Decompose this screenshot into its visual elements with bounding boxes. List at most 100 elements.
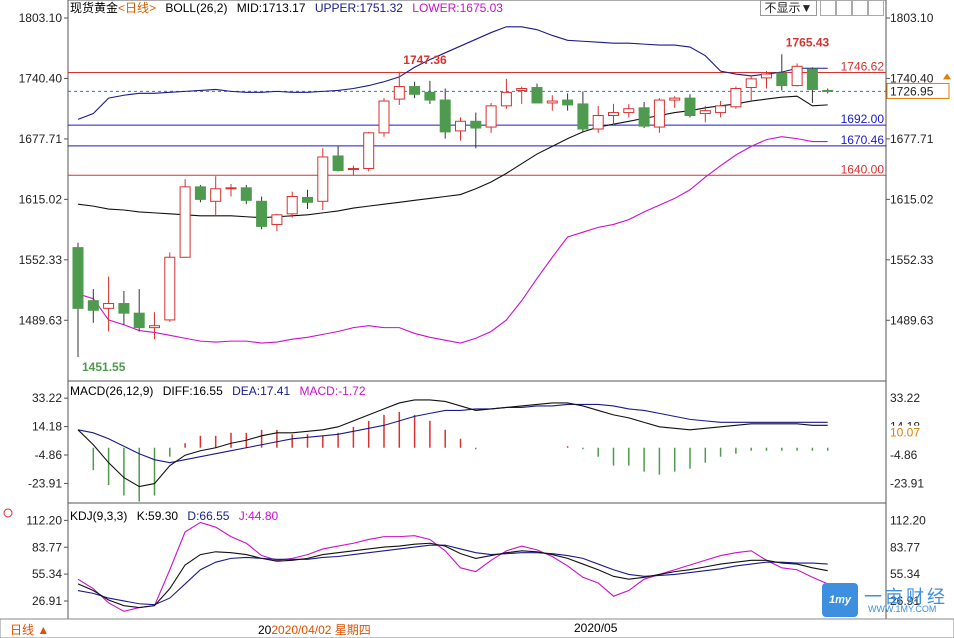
candle-body [286,195,298,215]
candle-body [470,120,482,129]
settings-gear-icon [3,508,13,518]
candle-body [409,86,421,95]
kdj-k-value: K:59.30 [136,509,179,523]
toolbar-button-3[interactable] [852,0,868,16]
candle-body [791,65,803,87]
kdj-tick-label-left: 26.91 [32,594,62,608]
macd-value: MACD:-1.72 [299,384,366,398]
macd-tick-label-right: 33.22 [890,391,920,405]
level-label: 1746.62 [841,59,885,73]
candle-body [393,86,405,100]
candle-body [623,108,635,114]
candle-body [608,112,619,116]
macd-last-box [887,425,921,440]
boll-upper-line [77,26,828,120]
macd-legend: MACD(26,12,9) DIFF:16.55 DEA:17.41 MACD:… [70,384,372,398]
candle-body [72,247,84,309]
macd-dea-value: DEA:17.41 [232,384,291,398]
date-label-prefix: 20 [258,623,272,637]
boll-mid-line [77,95,828,219]
price-tick-label-left: 1615.02 [19,192,63,206]
candle-body [776,72,788,87]
candle-body [439,99,451,133]
last-price-label: 1726.95 [890,84,934,98]
kdj-tick-label-left: 112.20 [26,513,62,527]
kdj-j-value: J:44.80 [238,509,279,523]
candle-body [546,100,558,104]
candle-body [133,312,145,329]
boll-upper-value: UPPER:1751.32 [314,1,403,15]
price-tick-label-left: 1552.33 [19,253,63,267]
macd-tick-label-left: 33.22 [32,391,62,405]
indicator-select[interactable]: 不显示▼ [760,0,817,16]
kdj-legend: KDJ(9,3,3) K:59.30 D:66.55 J:44.80 [70,509,284,523]
level-label: 1670.46 [841,133,885,147]
macd-tick-label-left: 14.18 [32,420,62,434]
instrument-name: 现货黄金 [70,1,119,15]
kdj-tick-label-right: 55.34 [890,567,920,581]
kdj-tick-label-right: 26.91 [890,594,920,608]
price-tick-label-left: 1740.40 [19,71,63,85]
macd-tick-label-right: -23.91 [890,476,924,490]
main-legend: 现货黄金<日线> BOLL(26,2) MID:1713.17 UPPER:17… [70,1,503,15]
price-annotation: 1747.36 [403,53,447,67]
kdj-d-value: D:66.55 [187,509,230,523]
macd-tick-label-right: -4.86 [890,448,918,462]
price-tick-label-right: 1552.33 [890,253,934,267]
boll-name: BOLL(26,2) [165,1,228,15]
macd-last-label: 10.07 [890,426,920,440]
date-label-april: 202020/04/02 星期四 [258,621,371,638]
candle-body [653,99,665,128]
candle-body [531,87,543,104]
candle-body [516,87,528,91]
boll-mid-value: MID:1713.17 [236,1,306,15]
macd-pane-frame [67,380,887,504]
candle-body [302,196,313,203]
toolbar-button-2[interactable] [836,0,852,16]
candle-body [699,110,711,115]
boll-lower-line [77,136,828,344]
kdj-name: KDJ(9,3,3) [70,509,128,523]
main-pane-frame [67,0,887,382]
toolbar-button-1[interactable] [820,0,836,16]
watermark-text: 一亩财经 [864,587,948,607]
period-toggle-button[interactable]: 日线 ▲ [10,623,50,637]
candle-body [455,120,466,132]
price-tick-label-right: 1615.02 [890,192,934,206]
kdj-tick-label-right: 112.20 [890,513,926,527]
toolbar-button-4[interactable] [868,0,884,16]
candle-body [669,97,681,101]
date-label-highlight: 2020/04/02 星期四 [271,623,371,637]
macd-dea-line [77,403,828,464]
candle-body [256,200,268,227]
candle-body [500,91,512,107]
candle-body [684,97,696,116]
kdj-tick-label-right: 83.77 [890,540,920,554]
macd-tick-label-left: -23.91 [28,476,62,490]
candle-body [822,89,834,92]
candle-body [562,99,574,106]
candle-body [332,155,344,171]
candle-body [761,73,772,79]
price-tick-label-right: 1740.40 [890,71,934,85]
level-label: 1692.00 [841,112,885,126]
candle-body [179,186,191,258]
candle-body [103,303,115,309]
last-price-box [886,82,950,99]
time-axis-frame [0,618,954,638]
candle-body [715,105,727,114]
candle-body [424,91,436,101]
candle-body [164,256,176,321]
kdj-tick-label-left: 55.34 [32,567,62,581]
candle-body [210,188,222,202]
candle-body [225,187,237,190]
candle-body [592,114,604,130]
candle-body [118,303,130,314]
level-label: 1640.00 [841,162,885,176]
date-label-may: 2020/05 [574,621,618,635]
price-annotation: 1451.55 [82,360,126,374]
kdj-k-line [77,542,828,609]
price-tick-label-left: 1803.10 [19,11,63,25]
candle-body [149,325,160,329]
